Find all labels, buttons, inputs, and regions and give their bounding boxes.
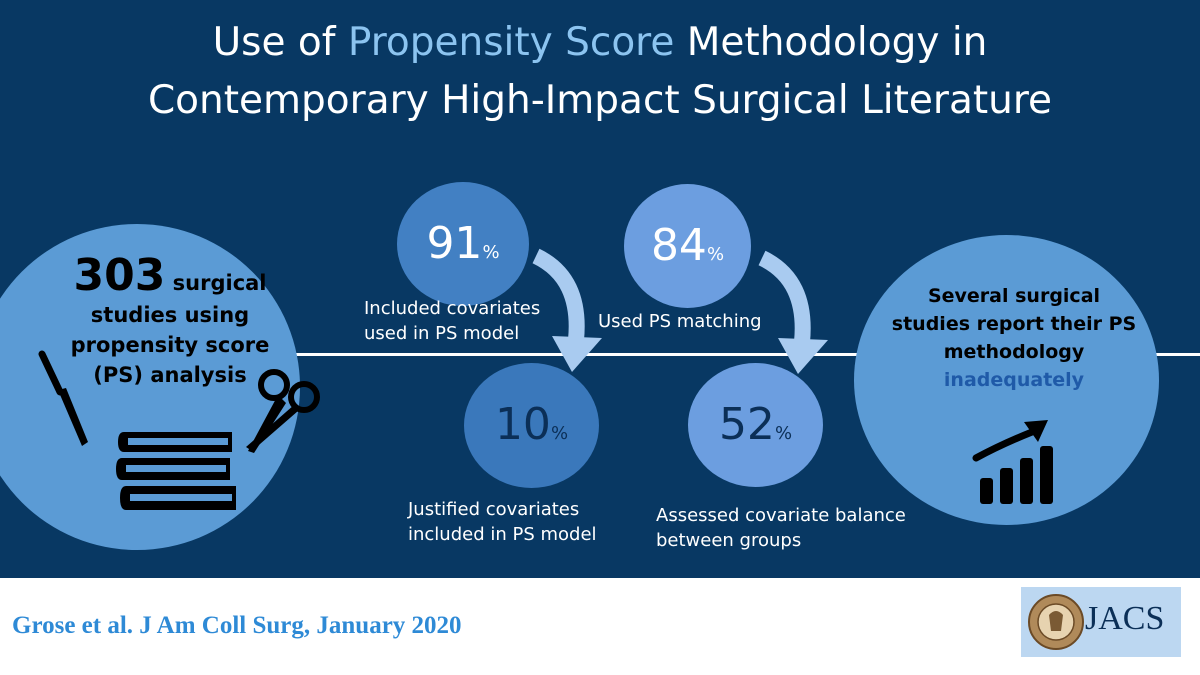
stat-label-91: Included covariates used in PS model	[364, 296, 540, 346]
stat-unit: %	[706, 244, 725, 265]
right-line-4: inadequately	[943, 369, 1085, 391]
left-summary-text: 303 surgical studies using propensity sc…	[40, 252, 300, 390]
stat-number: 84	[650, 220, 707, 271]
stat-label-line: Used PS matching	[598, 311, 762, 332]
stat-unit: %	[482, 242, 500, 263]
stat-value-10: 10%	[464, 397, 599, 462]
scissors-icon	[246, 369, 320, 453]
stat-circle-84: 84%	[624, 184, 751, 308]
curved-arrow-icon	[758, 250, 828, 374]
stat-label-10: Justified covariates included in PS mode…	[408, 497, 597, 547]
stat-unit: %	[550, 423, 569, 444]
left-line-2: studies using	[90, 303, 250, 327]
growth-chart-icon	[972, 420, 1053, 504]
stat-circle-91: 91%	[397, 182, 529, 306]
left-line-4: (PS) analysis	[93, 363, 247, 387]
title-post: Methodology in	[674, 20, 988, 65]
left-line-1: surgical	[172, 271, 267, 295]
title-highlight: Propensity Score	[347, 20, 675, 65]
stat-label-line: Included covariates	[364, 298, 541, 319]
stat-label-line: used in PS model	[364, 323, 520, 344]
stat-label-84: Used PS matching	[598, 309, 762, 334]
stat-number: 10	[494, 399, 551, 450]
stat-label-line: Justified covariates	[408, 499, 580, 520]
stat-number: 91	[426, 218, 483, 269]
right-summary-text: Several surgical studies report their PS…	[888, 282, 1140, 394]
stat-label-line: included in PS model	[408, 524, 597, 545]
study-count: 303	[73, 250, 166, 301]
scalpel-icon	[38, 350, 88, 446]
title-pre: Use of	[212, 20, 348, 65]
stat-unit: %	[774, 423, 793, 444]
stat-value-91: 91%	[397, 216, 529, 281]
logo-text: JACS	[1085, 600, 1165, 637]
title-line-1: Use of Propensity Score Methodology in	[0, 14, 1200, 72]
stat-circle-52: 52%	[688, 363, 823, 487]
right-line-1: Several surgical	[927, 285, 1101, 307]
curved-arrow-icon	[532, 248, 602, 372]
page-title: Use of Propensity Score Methodology in C…	[0, 14, 1200, 130]
stat-number: 52	[718, 399, 775, 450]
citation-text: Grose et al. J Am Coll Surg, January 202…	[12, 612, 462, 639]
stat-value-52: 52%	[688, 397, 823, 462]
stat-label-line: between groups	[656, 530, 802, 551]
stat-label-line: Assessed covariate balance	[656, 505, 906, 526]
left-line-3: propensity score	[70, 333, 270, 357]
journal-logo: JACS	[1021, 587, 1181, 657]
stat-label-52: Assessed covariate balance between group…	[656, 503, 906, 553]
stat-circle-10: 10%	[464, 363, 599, 488]
books-icon	[116, 432, 236, 510]
journal-seal-icon	[1028, 594, 1084, 650]
right-line-2: studies report their PS	[891, 313, 1137, 335]
title-line-2: Contemporary High-Impact Surgical Litera…	[147, 78, 1053, 123]
stat-value-84: 84%	[624, 218, 751, 283]
divider-line	[0, 353, 1200, 356]
right-line-3: methodology	[943, 341, 1085, 363]
